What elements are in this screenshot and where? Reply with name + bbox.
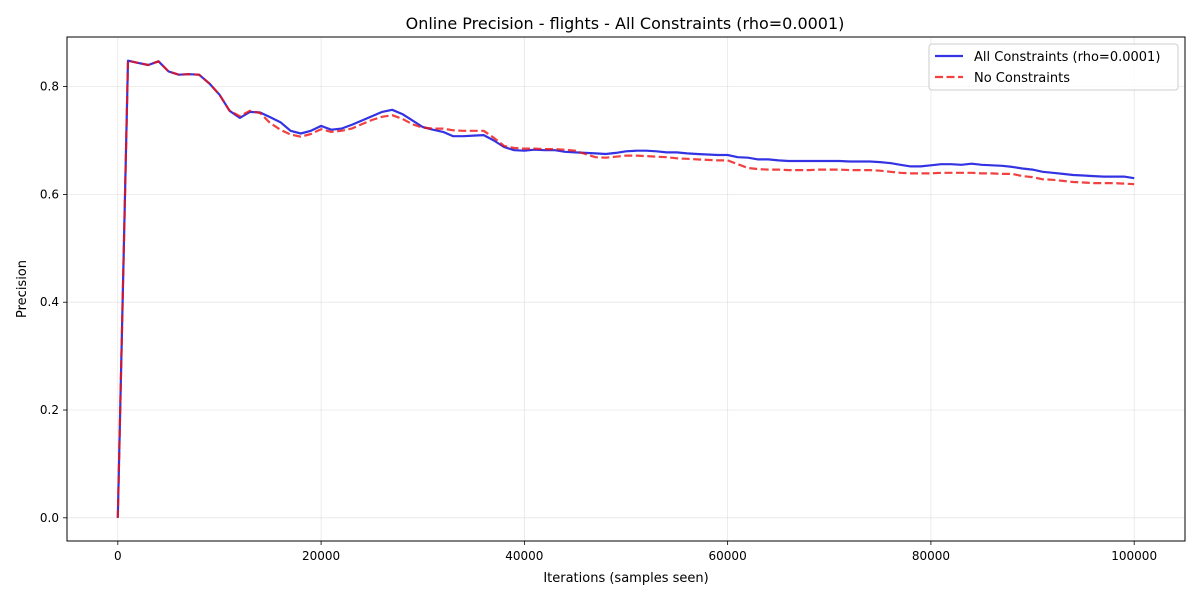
series-line-1 xyxy=(116,59,1135,518)
legend: All Constraints (rho=0.0001) No Constrain… xyxy=(928,43,1179,91)
y-axis-label: Precision xyxy=(15,260,30,318)
x-tick-label: 40000 xyxy=(505,549,543,563)
legend-label-2: No Constraints xyxy=(974,71,1070,86)
y-axis: 0.0 0.2 0.4 0.6 0.8 xyxy=(40,80,67,525)
y-tick-label: 0.4 xyxy=(40,295,59,309)
x-axis-label: Iterations (samples seen) xyxy=(543,571,708,586)
y-tick-label: 0.8 xyxy=(40,80,59,94)
x-tick-label: 100000 xyxy=(1111,549,1157,563)
x-tick-label: 80000 xyxy=(912,549,950,563)
x-tick-label: 60000 xyxy=(709,549,747,563)
x-tick-label: 20000 xyxy=(302,549,340,563)
series-line-2 xyxy=(116,59,1135,518)
y-tick-label: 0.0 xyxy=(40,511,59,525)
y-tick-label: 0.6 xyxy=(40,187,59,201)
series-layer xyxy=(116,59,1135,518)
chart-title: Online Precision - flights - All Constra… xyxy=(406,14,845,33)
legend-box xyxy=(928,43,1179,91)
x-axis: 0 20000 40000 60000 80000 100000 xyxy=(114,541,1157,563)
y-tick-label: 0.2 xyxy=(40,403,59,417)
legend-label-1: All Constraints (rho=0.0001) xyxy=(974,50,1160,65)
plot-area-frame xyxy=(66,36,1186,542)
x-tick-label: 0 xyxy=(114,549,122,563)
